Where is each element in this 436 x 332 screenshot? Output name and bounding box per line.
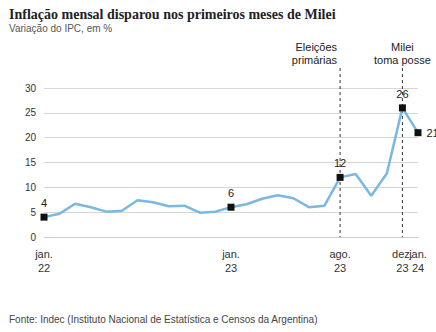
- svg-text:26: 26: [396, 88, 408, 100]
- svg-text:5: 5: [30, 207, 36, 218]
- svg-text:Milei: Milei: [391, 41, 414, 53]
- svg-text:jan.: jan.: [221, 248, 240, 260]
- svg-text:Fonte: Indec (Instituto Nacion: Fonte: Indec (Instituto Nacional de Esta…: [9, 314, 318, 325]
- svg-text:23: 23: [334, 262, 346, 274]
- svg-text:jan.: jan.: [408, 248, 427, 260]
- svg-text:Eleições: Eleições: [296, 41, 338, 53]
- svg-text:30: 30: [25, 83, 37, 94]
- svg-text:12: 12: [334, 157, 346, 169]
- svg-text:24: 24: [412, 262, 424, 274]
- svg-text:toma posse: toma posse: [374, 54, 431, 66]
- svg-text:jan.: jan.: [34, 248, 53, 260]
- svg-text:23: 23: [396, 262, 408, 274]
- svg-text:22: 22: [38, 262, 50, 274]
- svg-text:0: 0: [30, 232, 36, 243]
- svg-text:Inflação mensal disparou nos p: Inflação mensal disparou nos primeiros m…: [9, 7, 336, 22]
- svg-text:primárias: primárias: [292, 54, 338, 66]
- svg-text:23: 23: [225, 262, 237, 274]
- svg-text:Variação do IPC, em %: Variação do IPC, em %: [9, 23, 112, 34]
- svg-text:6: 6: [228, 187, 234, 199]
- svg-text:4: 4: [41, 197, 47, 209]
- svg-text:15: 15: [25, 157, 37, 168]
- svg-text:21: 21: [427, 127, 436, 139]
- svg-text:10: 10: [25, 182, 37, 193]
- svg-text:dez.: dez.: [392, 248, 413, 260]
- svg-text:20: 20: [25, 132, 37, 143]
- svg-text:25: 25: [25, 107, 37, 118]
- svg-text:ago.: ago.: [329, 248, 350, 260]
